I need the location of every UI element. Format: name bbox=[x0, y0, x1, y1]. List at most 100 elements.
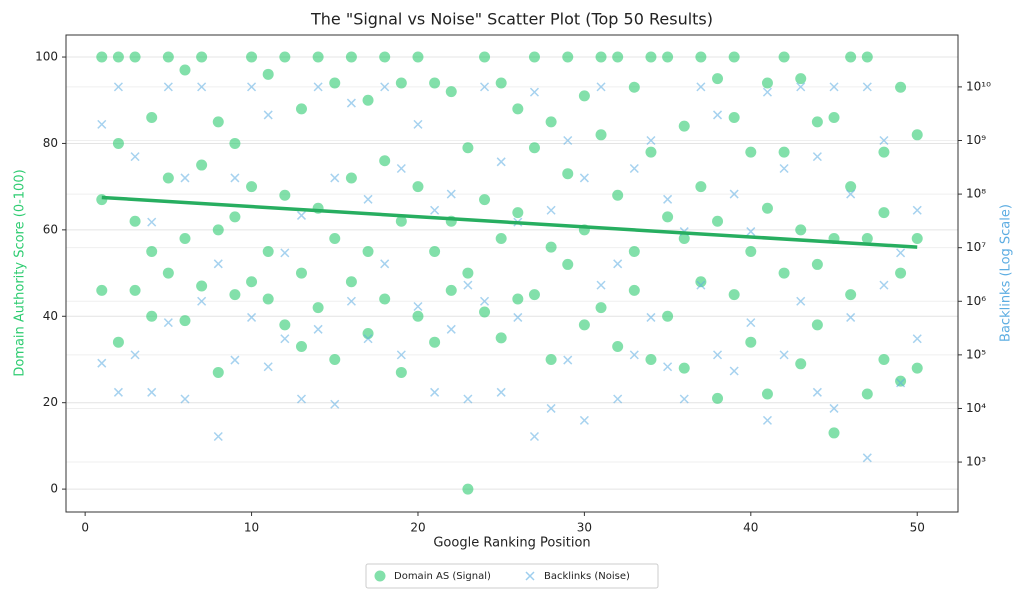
point bbox=[911, 233, 923, 245]
trend-line bbox=[101, 195, 918, 249]
point bbox=[345, 51, 357, 63]
point bbox=[179, 233, 191, 245]
point bbox=[362, 245, 374, 257]
point bbox=[796, 82, 806, 92]
point bbox=[712, 73, 724, 85]
point bbox=[162, 51, 174, 63]
point bbox=[412, 310, 424, 322]
point bbox=[562, 168, 574, 180]
point bbox=[312, 51, 324, 63]
point bbox=[579, 415, 589, 425]
y2-tick-label: 10⁸ bbox=[966, 187, 986, 201]
point bbox=[878, 146, 890, 158]
point bbox=[862, 453, 872, 463]
point bbox=[696, 82, 706, 92]
point bbox=[778, 267, 790, 279]
point bbox=[562, 51, 574, 63]
point bbox=[329, 233, 341, 245]
point bbox=[346, 296, 356, 306]
point bbox=[430, 387, 440, 397]
point bbox=[147, 217, 157, 227]
point bbox=[695, 181, 707, 193]
point bbox=[662, 51, 674, 63]
point bbox=[363, 194, 373, 204]
y-axis-label: Domain Authority Score (0-100) bbox=[13, 169, 28, 376]
point bbox=[212, 224, 224, 236]
point bbox=[113, 82, 123, 92]
point bbox=[546, 205, 556, 215]
point bbox=[845, 181, 857, 193]
point bbox=[745, 336, 757, 348]
point bbox=[495, 233, 507, 245]
y2-tick-label: 10¹⁰ bbox=[966, 79, 991, 93]
legend-box bbox=[365, 563, 659, 589]
y-tick-label: 80 bbox=[43, 136, 58, 150]
point bbox=[613, 394, 623, 404]
point bbox=[313, 324, 323, 334]
point bbox=[129, 284, 141, 296]
point bbox=[596, 280, 606, 290]
point bbox=[778, 146, 790, 158]
point bbox=[296, 394, 307, 404]
point bbox=[97, 119, 107, 129]
point bbox=[96, 194, 108, 206]
point bbox=[628, 245, 640, 257]
point bbox=[129, 215, 141, 227]
point bbox=[828, 112, 840, 124]
point bbox=[295, 267, 307, 279]
point bbox=[595, 302, 607, 314]
point bbox=[330, 173, 340, 183]
point bbox=[430, 205, 440, 215]
plot-frame bbox=[65, 34, 959, 513]
point bbox=[446, 324, 456, 334]
point bbox=[463, 394, 473, 404]
point bbox=[861, 388, 873, 400]
point bbox=[811, 116, 823, 128]
point bbox=[728, 51, 740, 63]
point bbox=[628, 81, 640, 93]
point bbox=[729, 189, 739, 199]
point bbox=[761, 388, 773, 400]
point bbox=[846, 189, 856, 199]
point bbox=[130, 350, 140, 360]
point bbox=[163, 82, 173, 92]
point bbox=[380, 259, 390, 269]
point bbox=[728, 112, 740, 124]
point bbox=[496, 157, 506, 167]
point bbox=[563, 135, 573, 146]
point bbox=[811, 319, 823, 331]
y-tick-label: 20 bbox=[43, 395, 58, 409]
point bbox=[329, 353, 341, 365]
point bbox=[912, 205, 922, 215]
point bbox=[396, 163, 406, 174]
point bbox=[196, 159, 208, 171]
point bbox=[645, 353, 657, 365]
point bbox=[495, 332, 507, 344]
point bbox=[578, 319, 590, 331]
point bbox=[761, 77, 773, 89]
point bbox=[396, 350, 406, 360]
point bbox=[330, 399, 340, 409]
point bbox=[746, 227, 756, 237]
point bbox=[628, 284, 640, 296]
point bbox=[712, 110, 723, 120]
point bbox=[229, 289, 241, 301]
y2-tick-label: 10⁹ bbox=[966, 133, 986, 147]
point bbox=[295, 103, 307, 115]
point bbox=[313, 82, 323, 92]
y2-tick-label: 10⁶ bbox=[966, 294, 986, 308]
point bbox=[295, 341, 307, 353]
point bbox=[795, 73, 807, 85]
point bbox=[861, 233, 873, 245]
point bbox=[212, 366, 224, 378]
point bbox=[212, 116, 224, 128]
point bbox=[196, 280, 208, 292]
x-tick-label: 50 bbox=[910, 521, 925, 535]
legend-label: Backlinks (Noise) bbox=[544, 571, 630, 582]
point bbox=[479, 306, 491, 318]
point bbox=[146, 310, 158, 322]
point bbox=[528, 289, 540, 301]
point bbox=[779, 163, 789, 174]
point bbox=[230, 173, 240, 183]
y2-tick-label: 10³ bbox=[966, 455, 986, 469]
